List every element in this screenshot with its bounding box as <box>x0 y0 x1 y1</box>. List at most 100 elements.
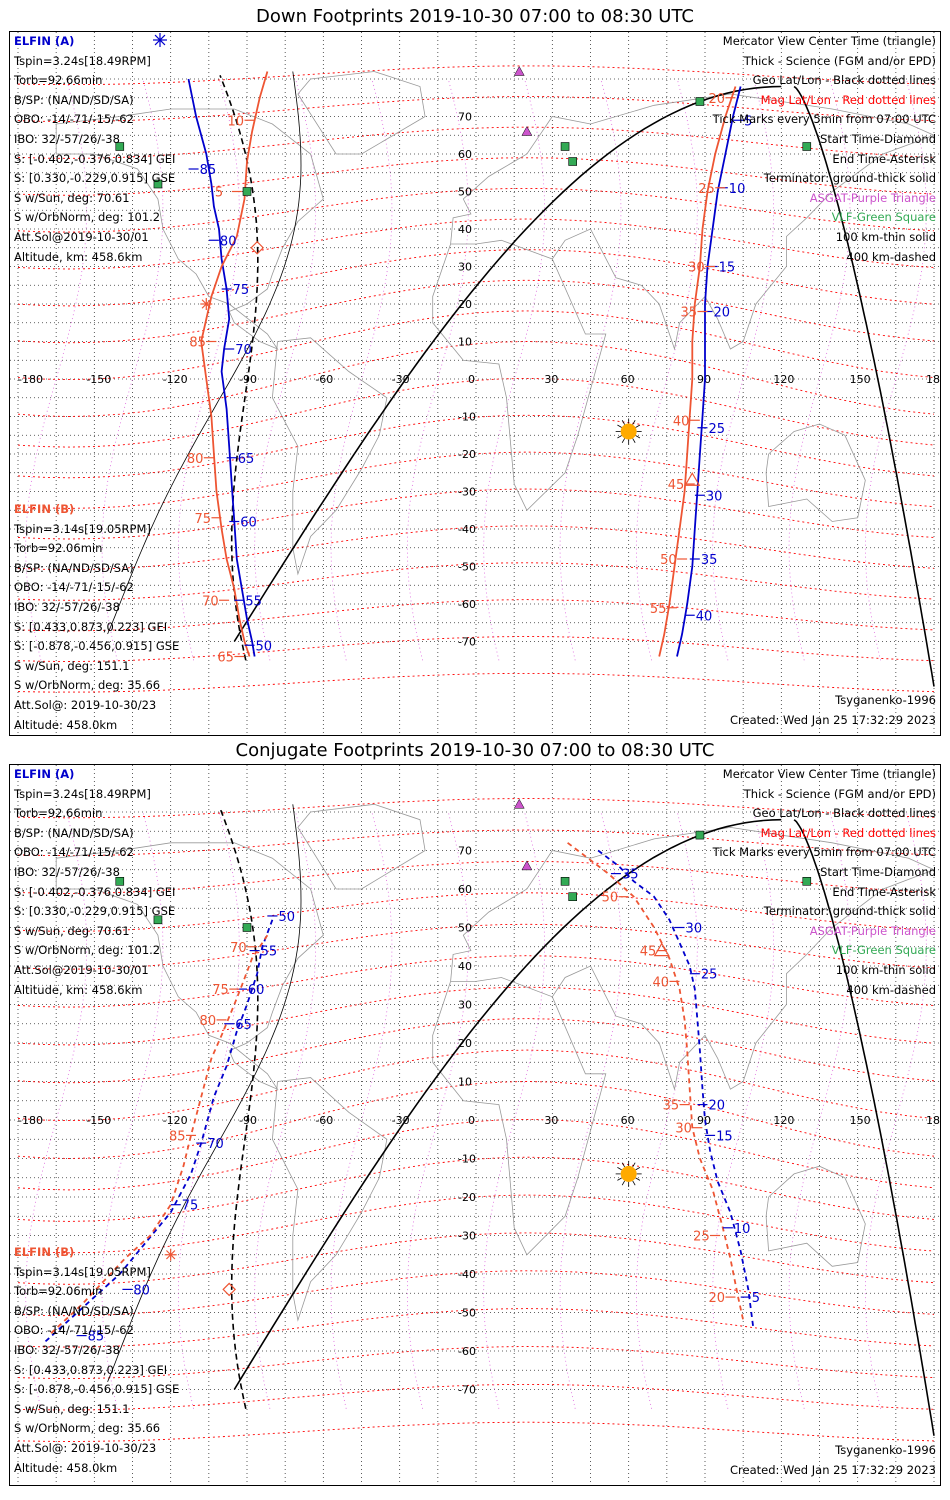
vlf-green-square <box>153 915 163 925</box>
track-tick-label: 15 <box>719 261 736 276</box>
track-tick-label: 40 <box>673 414 690 429</box>
lon-tick-label: 180 <box>926 1114 941 1127</box>
info-line: Tspin=3.14s[19.05RPM] <box>14 521 151 536</box>
track-b-footprint <box>47 934 269 1337</box>
coastline-3 <box>450 93 935 245</box>
legend-entry: Mag Lat/Lon - Red dotted lines <box>760 92 936 107</box>
track-tick-label: 45 <box>640 945 657 960</box>
lon-tick-label: -150 <box>86 373 111 386</box>
track-tick-label: 35 <box>680 306 697 321</box>
track-tick-label: 65 <box>238 452 255 467</box>
legend-entry: Start Time-Diamond <box>820 131 936 146</box>
lat-tick-label: -60 <box>458 1345 476 1358</box>
mag-grid <box>17 65 935 693</box>
track-tick-label: 25 <box>701 968 718 983</box>
track-b2-footprint <box>567 842 745 1321</box>
legend-entry: Terminator: ground-thick solid <box>763 171 936 186</box>
legend-entry: 400 km-dashed <box>846 249 936 264</box>
mag-grid <box>17 798 935 1442</box>
legend-entry: Start Time-Diamond <box>820 864 936 879</box>
track-a-footprint <box>187 78 256 657</box>
info-line: Torb=92.06min <box>14 1284 103 1299</box>
vlf-green-square <box>560 877 570 886</box>
tick_a-labels: 50 55 60 65 70 75 80 85 35 30 25 20 15 10 5 <box>76 868 760 1345</box>
coastline-4 <box>551 869 935 1091</box>
lon-tick-label: 150 <box>850 373 871 386</box>
vlf-green-square <box>802 142 812 151</box>
terminator-ground <box>233 818 782 1390</box>
asgat-purple-triangle <box>521 860 533 871</box>
lat-tick-label: -70 <box>458 636 476 649</box>
coastline-6 <box>297 71 426 155</box>
track-tick-label: 15 <box>716 1129 733 1144</box>
vlf-green-square <box>695 97 705 106</box>
coastline-0 <box>55 108 324 350</box>
info-line: OBO: -14/-71/-15/-62 <box>14 112 134 127</box>
legend-entry: 100 km-thin solid <box>835 229 936 244</box>
lon-tick-label: 30 <box>544 373 558 386</box>
track-tick-label: 20 <box>708 1291 725 1306</box>
lon-tick-label: 30 <box>544 1114 558 1127</box>
axis-labels: -180 -150 -120 -90 -60 -30 0 30 60 90 120 150 180 70 6… <box>18 111 941 649</box>
track-tick-label: 60 <box>240 516 257 531</box>
info-line: B/SP: (NA/ND/SD/SA) <box>14 92 134 107</box>
lat-tick-label: 70 <box>458 111 472 124</box>
mag-meridians <box>25 78 927 661</box>
legend-entry: VLF-Green Square <box>831 210 936 225</box>
info-line: Att.Sol@2019-10-30/01 <box>14 962 149 977</box>
sun-icon <box>615 418 642 445</box>
vlf-green-square <box>802 877 812 886</box>
panel-1-title: Down Footprints 2019-10-30 07:00 to 08:3… <box>256 6 694 27</box>
terminator-ground-east <box>793 85 935 687</box>
elfin-header: ELFIN (B) <box>14 502 75 516</box>
created-timestamp: Created: Wed Jan 25 17:32:29 2023 <box>729 1463 936 1477</box>
legend-entry: VLF-Green Square <box>831 943 936 958</box>
coastline-3 <box>450 826 935 982</box>
lon-tick-label: 0 <box>468 1114 475 1127</box>
lon-tick-label: 60 <box>621 1114 635 1127</box>
track-tick-label: 75 <box>212 983 229 998</box>
info-line: IBO: 32/-57/26/-38 <box>14 131 120 146</box>
vlf-green-square <box>242 187 252 196</box>
track-tick-label: 60 <box>248 983 265 998</box>
info-line: Torb=92.66min <box>14 73 103 88</box>
track-tick-label: 75 <box>233 283 250 298</box>
terminator-ground-east <box>793 819 935 1436</box>
terminator-400km-west <box>219 807 259 1409</box>
info-line: IBO: 32/-57/26/-38 <box>14 599 120 614</box>
lat-tick-label: 50 <box>458 186 472 199</box>
lat-tick-label: -40 <box>458 523 476 536</box>
terminator-400km-west <box>219 75 259 661</box>
legend-entry: End Time-Asterisk <box>832 151 936 166</box>
track-tick-label: 75 <box>194 512 211 527</box>
legend: Mercator View Center Time (triangle) Thic… <box>713 765 936 1000</box>
elfin-a-info: ELFIN (A) Tspin=3.24s[18.49RPM] Torb=92.66… <box>14 765 175 1000</box>
track-tick-label: 50 <box>278 910 295 925</box>
view-center-triangle <box>653 942 670 957</box>
legend-entry: Mag Lat/Lon - Red dotted lines <box>760 825 936 840</box>
terminator <box>107 71 935 687</box>
track-tick-label: 70 <box>207 1137 224 1152</box>
track-tick-label: 10 <box>228 114 245 129</box>
legend-entry: Mercator View Center Time (triangle) <box>722 767 936 781</box>
geo-grid <box>10 765 940 1485</box>
track-tick-label: 80 <box>187 452 204 467</box>
elfin-b-info: ELFIN (B) Tspin=3.14s[19.05RPM] Torb=92.06… <box>14 1243 179 1478</box>
sun-icon <box>615 1160 642 1187</box>
lat-tick-label: 30 <box>458 261 472 274</box>
lon-tick-label: 120 <box>773 373 794 386</box>
legend-entry: ASGAT-Purple Triangle <box>809 190 936 205</box>
elfin-a-asterisk <box>153 33 167 47</box>
legend-entry: Tick Marks every 5min from 07:00 UTC <box>712 112 936 127</box>
track-tick-label: 30 <box>706 489 723 504</box>
lon-tick-label: 180 <box>926 373 941 386</box>
track-tick-label: 20 <box>714 306 731 321</box>
lon-tick-label: 0 <box>468 373 475 386</box>
lat-tick-label: 60 <box>458 148 472 161</box>
lat-tick-label: -50 <box>458 561 476 574</box>
track-tick-label: 5 <box>215 186 223 201</box>
track-tick-label: 85 <box>200 163 217 178</box>
end-time-asterisk <box>200 298 213 310</box>
elfin-header: ELFIN (B) <box>14 1245 75 1259</box>
track-tick-label: 35 <box>622 868 639 883</box>
